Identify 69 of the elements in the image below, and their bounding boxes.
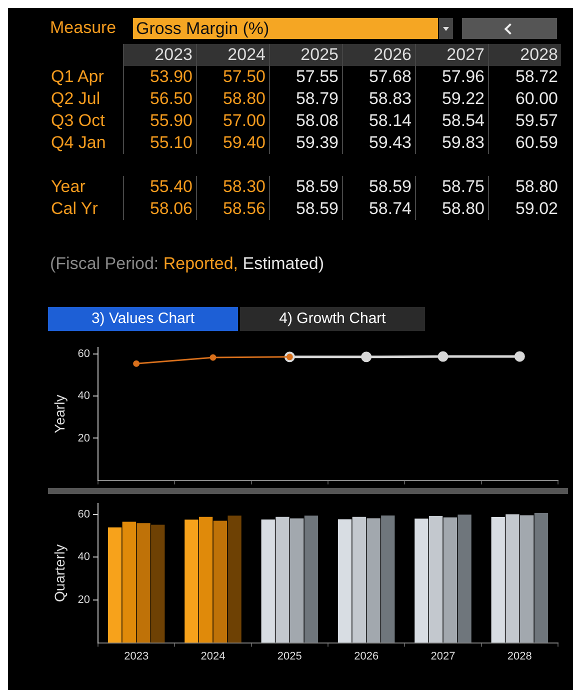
x-tick-label: 2028 [488, 44, 561, 66]
y-axis-title: Quarterly [51, 544, 68, 602]
chart-subtitle: Gross Margin (%) [133, 18, 438, 39]
data-label: 58.80 [488, 176, 561, 198]
text: Estimated) [242, 254, 324, 273]
data-label: 58.59 [269, 176, 342, 198]
data-label: 53.90 [123, 66, 196, 88]
y-tick-label: Q3 Oct [50, 110, 106, 132]
chart-title: Measure [50, 18, 116, 39]
x-tick-label: 2026 [354, 650, 379, 662]
x-tick-label: 2027 [415, 44, 488, 66]
data-label: 58.80 [415, 198, 488, 220]
x-tick-label: 2025 [269, 44, 342, 66]
data-label: 55.90 [123, 110, 196, 132]
data-label: 56.50 [123, 88, 196, 110]
y-tick-label: 20 [78, 594, 90, 606]
data-label: 57.55 [269, 66, 342, 88]
y-tick-label: 60 [78, 508, 90, 520]
x-tick-label: 2028 [507, 650, 532, 662]
data-label: 57.50 [196, 66, 269, 88]
x-tick-label: 2025 [277, 650, 302, 662]
data-label: 58.56 [196, 198, 269, 220]
data-label: 57.00 [196, 110, 269, 132]
data-label: 60.59 [488, 132, 561, 154]
data-label: 58.06 [123, 198, 196, 220]
text: Reported, [163, 254, 238, 273]
data-label: 59.40 [196, 132, 269, 154]
data-label: 58.75 [415, 176, 488, 198]
data-label: 58.59 [342, 176, 415, 198]
x-tick-label: 2024 [196, 44, 269, 66]
data-label: 58.54 [415, 110, 488, 132]
data-label: 59.43 [342, 132, 415, 154]
data-label: 58.30 [196, 176, 269, 198]
data-label: 58.08 [269, 110, 342, 132]
y-tick-label: 20 [78, 432, 90, 444]
y-axis-title: Yearly [51, 394, 68, 434]
x-tick-label: 2027 [430, 650, 456, 662]
y-tick-label: Q1 Apr [50, 66, 105, 88]
data-label: 59.83 [415, 132, 488, 154]
data-label: 58.79 [269, 88, 342, 110]
y-tick-label: 40 [78, 390, 90, 402]
x-tick-label: 2023 [123, 44, 196, 66]
data-label: 57.96 [415, 66, 488, 88]
data-label: 55.40 [123, 176, 196, 198]
x-tick-label: 2023 [124, 650, 149, 662]
x-tick-label: 2024 [200, 650, 226, 662]
y-tick-label: Cal Yr [50, 198, 99, 220]
data-label: 59.02 [488, 198, 561, 220]
data-label: 55.10 [123, 132, 196, 154]
text: 3) Values Chart [48, 307, 238, 331]
x-tick-label: 2026 [342, 44, 415, 66]
y-tick-label: Q4 Jan [50, 132, 107, 154]
y-tick-label: 60 [78, 348, 90, 360]
data-label: 59.57 [488, 110, 561, 132]
data-label: 59.39 [269, 132, 342, 154]
data-label: 58.14 [342, 110, 415, 132]
data-label: 57.68 [342, 66, 415, 88]
data-label: 60.00 [488, 88, 561, 110]
text: 4) Growth Chart [240, 307, 425, 331]
text: (Fiscal Period: [50, 254, 160, 273]
y-tick-label: 40 [78, 551, 90, 564]
data-label: 58.80 [196, 88, 269, 110]
data-label: 58.83 [342, 88, 415, 110]
y-tick-label: Q2 Jul [50, 88, 102, 110]
data-label: 58.72 [488, 66, 561, 88]
data-label: 58.59 [269, 198, 342, 220]
data-label: 58.74 [342, 198, 415, 220]
data-label: 59.22 [415, 88, 488, 110]
y-tick-label: Year [50, 176, 86, 198]
